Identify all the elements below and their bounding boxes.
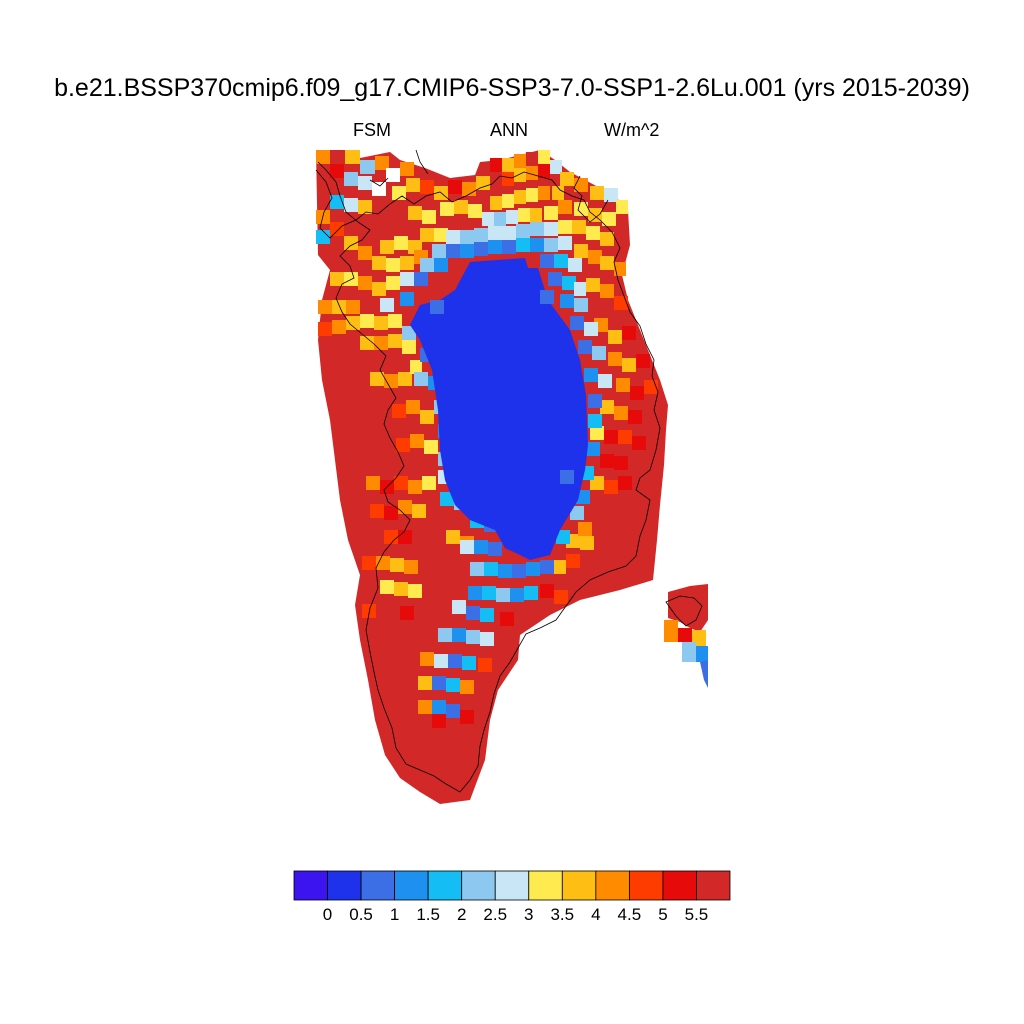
eastern-island	[664, 584, 708, 688]
plot-title: b.e21.BSSP370cmip6.f09_g17.CMIP6-SSP3-7.…	[54, 74, 970, 102]
colorbar-tick-label: 5.5	[684, 905, 709, 924]
colorbar-swatch	[293, 870, 328, 901]
ice-sheet-interior	[410, 258, 588, 560]
colorbar-swatch	[394, 870, 429, 901]
colorbar-tick-label: 3	[524, 905, 534, 924]
units-label: W/m^2	[604, 120, 660, 140]
colorbar-tick-label: 4	[591, 905, 601, 924]
colorbar-swatch	[360, 870, 396, 901]
colorbar-tick-label: 2.5	[483, 905, 508, 924]
colorbar-swatch	[327, 870, 362, 901]
colorbar-swatch	[662, 870, 697, 901]
colorbar-swatch	[595, 870, 630, 901]
colorbar-tick-label: 0.5	[349, 905, 373, 924]
colorbar-tick-label: 4.5	[617, 905, 642, 924]
colorbar-tick-label: 1.5	[416, 905, 440, 924]
colorbar-swatch	[528, 870, 563, 901]
colorbar	[293, 870, 731, 901]
colorbar-tick-label: 5	[658, 905, 668, 924]
colorbar-tick-label: 1	[389, 905, 400, 924]
colorbar-swatch	[494, 870, 530, 901]
colorbar-tick-label: 2	[456, 905, 467, 924]
coastal-cells	[316, 150, 658, 728]
colorbar-tick-label: 3.5	[550, 905, 575, 924]
colorbar-swatch	[427, 870, 463, 901]
season-label: ANN	[490, 120, 529, 140]
colorbar-swatch	[628, 870, 664, 901]
colorbar-swatch	[561, 870, 597, 901]
colorbar-tick-label: 0	[322, 905, 333, 924]
coastline	[315, 149, 703, 793]
colorbar-swatch	[461, 870, 496, 901]
variable-label: FSM	[353, 120, 391, 140]
colorbar-swatch	[696, 870, 731, 901]
